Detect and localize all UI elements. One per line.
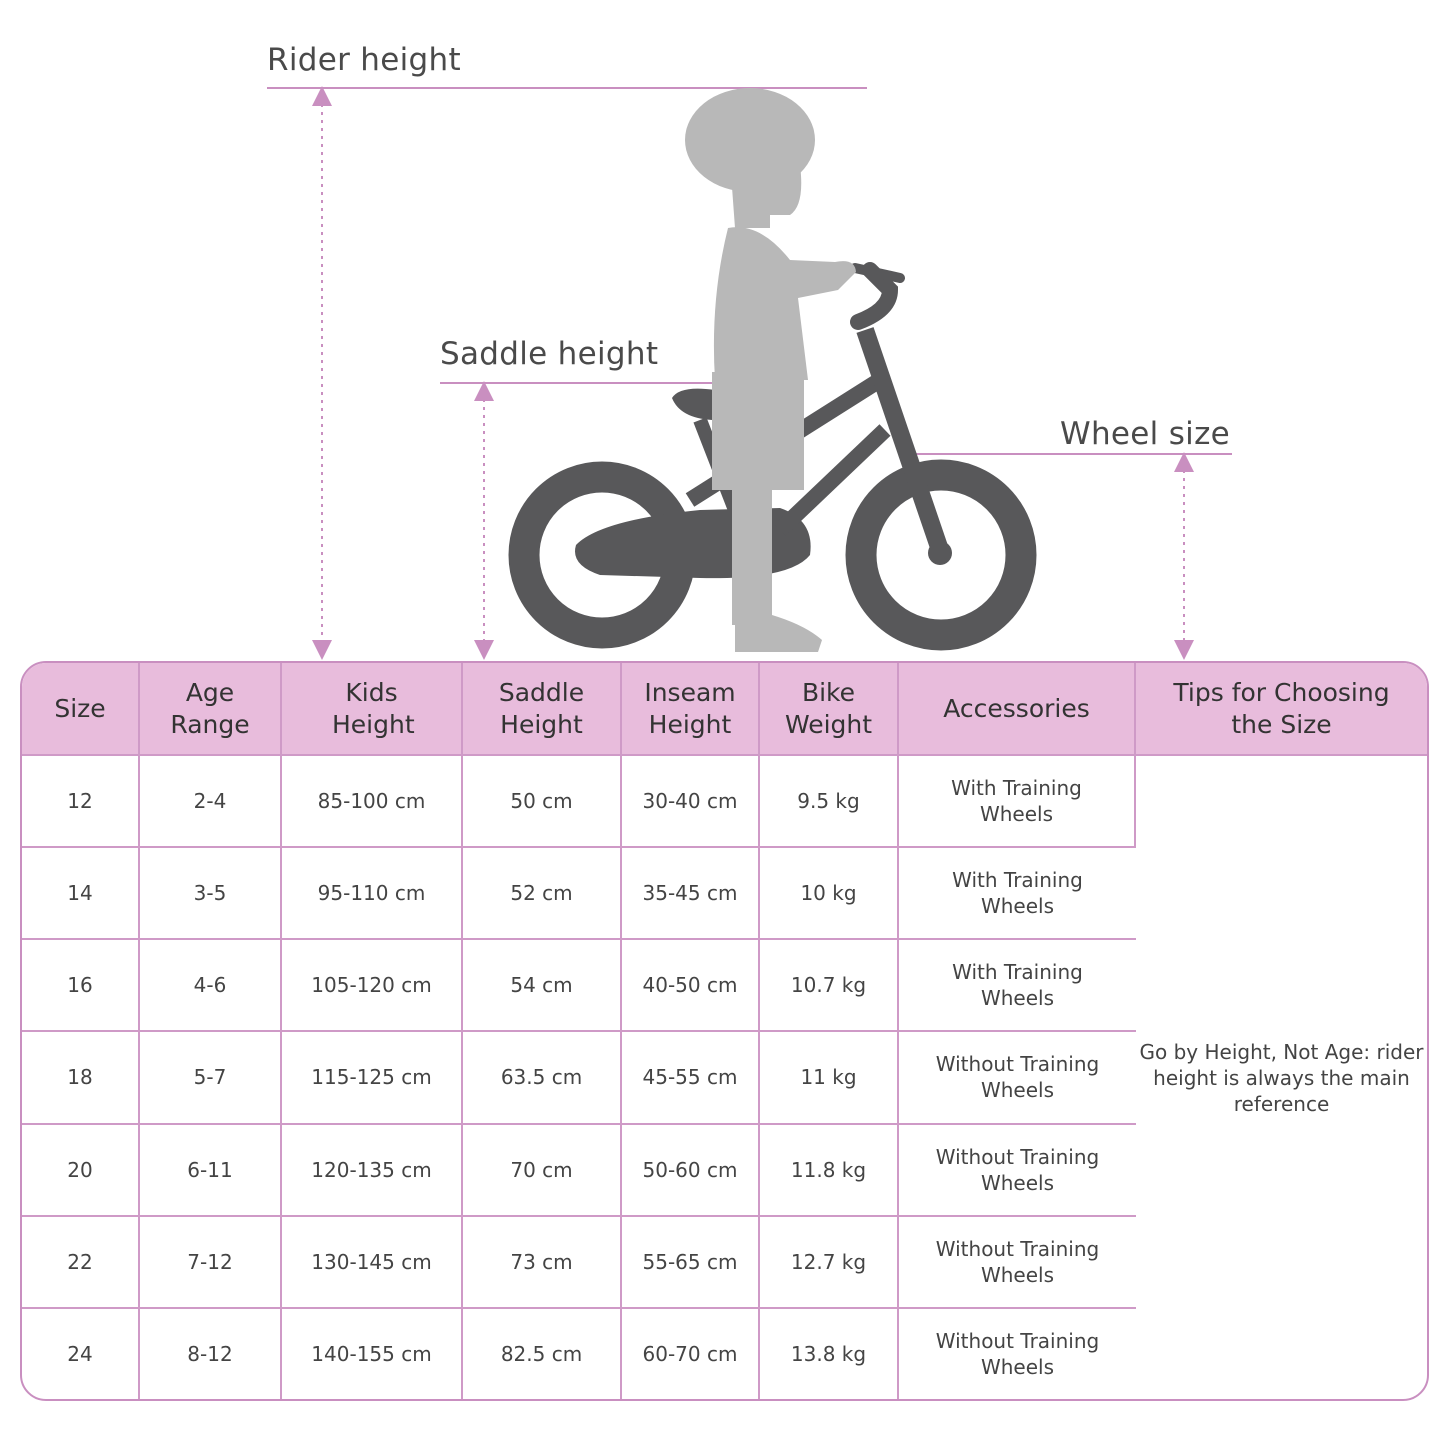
cell-age: 6-11: [140, 1124, 282, 1217]
cell-size: 24: [22, 1308, 140, 1399]
cell-kids-height: 105-120 cm: [282, 940, 463, 1033]
cell-weight: 12.7 kg: [760, 1216, 899, 1309]
cell-accessories: Without Training Wheels: [899, 1125, 1136, 1217]
table-row: 22 7-12 130-145 cm 73 cm 55-65 cm 12.7 k…: [22, 1216, 1427, 1309]
child-rider-icon: [685, 88, 856, 652]
cell-accessories: Without Training Wheels: [899, 1032, 1136, 1125]
header-accessories: Accessories: [899, 663, 1136, 756]
table-row: 16 4-6 105-120 cm 54 cm 40-50 cm 10.7 kg…: [22, 940, 1427, 1033]
cell-saddle-height: 70 cm: [463, 1124, 622, 1217]
header-age-range: Age Range: [140, 663, 282, 756]
cell-saddle-height: 50 cm: [463, 756, 622, 849]
cell-size: 12: [22, 756, 140, 849]
header-bike-weight: Bike Weight: [760, 663, 899, 756]
header-row: Size Age Range Kids Height Saddle Height…: [22, 663, 1427, 756]
table-row: 20 6-11 120-135 cm 70 cm 50-60 cm 11.8 k…: [22, 1124, 1427, 1217]
cell-age: 8-12: [140, 1308, 282, 1399]
cell-accessories: With Training Wheels: [899, 756, 1136, 849]
cell-accessories: Without Training Wheels: [935, 1328, 1100, 1379]
cell-inseam: 55-65 cm: [622, 1216, 760, 1309]
cell-kids-height: 85-100 cm: [282, 756, 463, 849]
cell-kids-height: 95-110 cm: [282, 848, 463, 941]
cell-age: 7-12: [140, 1216, 282, 1309]
cell-weight: 13.8 kg: [760, 1308, 899, 1399]
cell-size: 18: [22, 1032, 140, 1125]
cell-saddle-height: 54 cm: [463, 940, 622, 1033]
table-row: 24 8-12 140-155 cm 82.5 cm 60-70 cm 13.8…: [22, 1308, 1427, 1399]
cell-age: 5-7: [140, 1032, 282, 1125]
cell-weight: 10 kg: [760, 848, 899, 941]
cell-saddle-height: 73 cm: [463, 1216, 622, 1309]
cell-kids-height: 120-135 cm: [282, 1124, 463, 1217]
cell-size: 14: [22, 848, 140, 941]
cell-size: 20: [22, 1124, 140, 1217]
cell-kids-height: 115-125 cm: [282, 1032, 463, 1125]
cell-kids-height: 140-155 cm: [282, 1308, 463, 1399]
cell-weight: 10.7 kg: [760, 940, 899, 1033]
header-tips: Tips for Choosing the Size: [1136, 663, 1427, 756]
cell-kids-height: 130-145 cm: [282, 1216, 463, 1309]
cell-saddle-height: 82.5 cm: [463, 1308, 622, 1399]
cell-accessories: Without Training Wheels: [899, 1217, 1136, 1309]
cell-weight: 11.8 kg: [760, 1124, 899, 1217]
cell-inseam: 35-45 cm: [622, 848, 760, 941]
header-saddle-height: Saddle Height: [463, 663, 622, 756]
table-row: 18 5-7 115-125 cm 63.5 cm 45-55 cm 11 kg…: [22, 1032, 1427, 1125]
cell-size: 22: [22, 1216, 140, 1309]
table-row: 12 2-4 85-100 cm 50 cm 30-40 cm 9.5 kg W…: [22, 756, 1427, 1116]
cell-inseam: 60-70 cm: [622, 1308, 760, 1399]
cell-saddle-height: 52 cm: [463, 848, 622, 941]
cell-weight: 11 kg: [760, 1032, 899, 1125]
cell-age: 4-6: [140, 940, 282, 1033]
cell-inseam: 30-40 cm: [622, 756, 760, 849]
bike-size-illustration: [267, 86, 1232, 660]
saddle-height-label: Saddle height: [440, 336, 659, 372]
cell-age: 3-5: [140, 848, 282, 941]
cell-accessories: With Training Wheels: [899, 940, 1136, 1033]
size-chart-table: Size Age Range Kids Height Saddle Height…: [20, 661, 1429, 1401]
cell-saddle-height: 63.5 cm: [463, 1032, 622, 1125]
cell-inseam: 40-50 cm: [622, 940, 760, 1033]
cell-accessories: With Training Wheels: [899, 848, 1136, 941]
table-row: 14 3-5 95-110 cm 52 cm 35-45 cm 10 kg Wi…: [22, 848, 1427, 941]
cell-inseam: 50-60 cm: [622, 1124, 760, 1217]
cell-age: 2-4: [140, 756, 282, 849]
cell-tips: Go by Height, Not Age: rider height is a…: [1139, 1039, 1424, 1116]
cell-size: 16: [22, 940, 140, 1033]
rider-height-label: Rider height: [267, 42, 461, 78]
cell-weight: 9.5 kg: [760, 756, 899, 849]
header-kids-height: Kids Height: [282, 663, 463, 756]
header-size: Size: [22, 663, 140, 756]
header-inseam-height: Inseam Height: [622, 663, 760, 756]
cell-inseam: 45-55 cm: [622, 1032, 760, 1125]
wheel-size-label: Wheel size: [1060, 416, 1231, 452]
